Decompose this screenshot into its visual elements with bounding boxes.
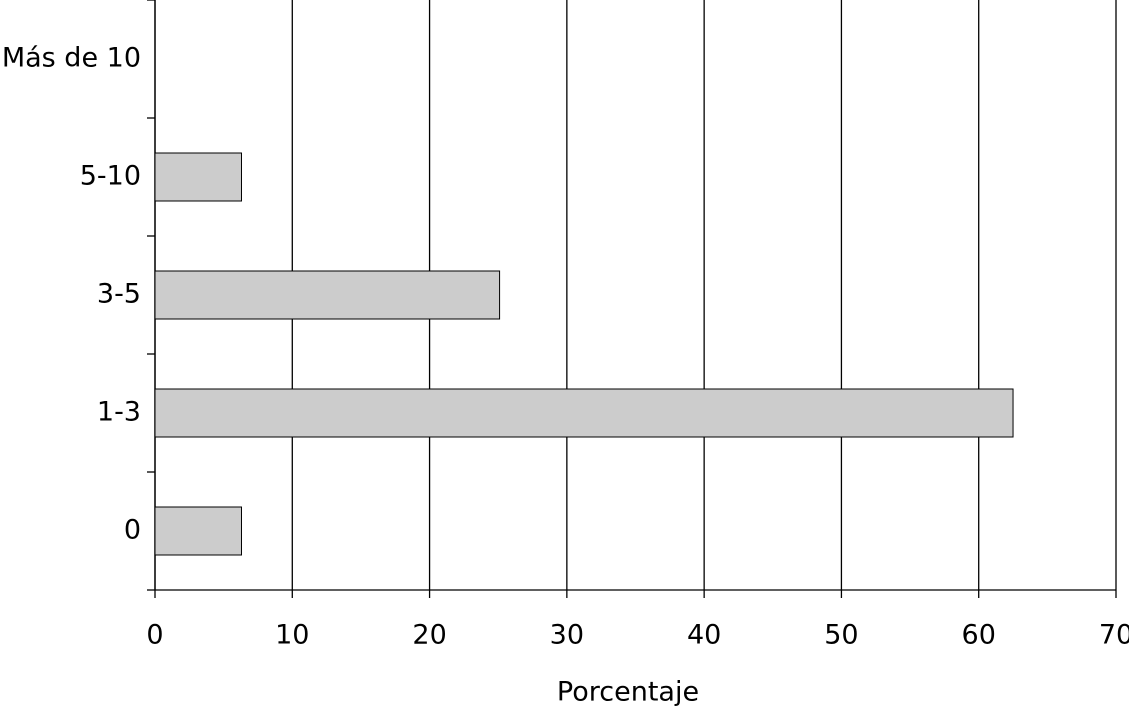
x-tick-label: 30: [550, 620, 584, 651]
x-tick-label: 70: [1099, 620, 1129, 651]
x-tick-label: 60: [962, 620, 996, 651]
x-tick-label: 20: [412, 620, 446, 651]
y-tick-label: 1-3: [97, 397, 141, 428]
x-axis-label: Porcentaje: [557, 677, 699, 708]
y-tick-label: 3-5: [97, 279, 141, 310]
bar: [154, 270, 501, 320]
x-tick-label: 10: [275, 620, 309, 651]
x-tick-label: 0: [146, 620, 163, 651]
y-tick-label: Más de 10: [2, 43, 141, 74]
x-tick-label: 50: [824, 620, 858, 651]
bar: [154, 506, 242, 556]
y-tick-label: 0: [124, 515, 141, 546]
y-tick-label: 5-10: [80, 161, 141, 192]
bar: [154, 152, 242, 202]
x-tick-label: 40: [687, 620, 721, 651]
bar: [154, 388, 1014, 438]
